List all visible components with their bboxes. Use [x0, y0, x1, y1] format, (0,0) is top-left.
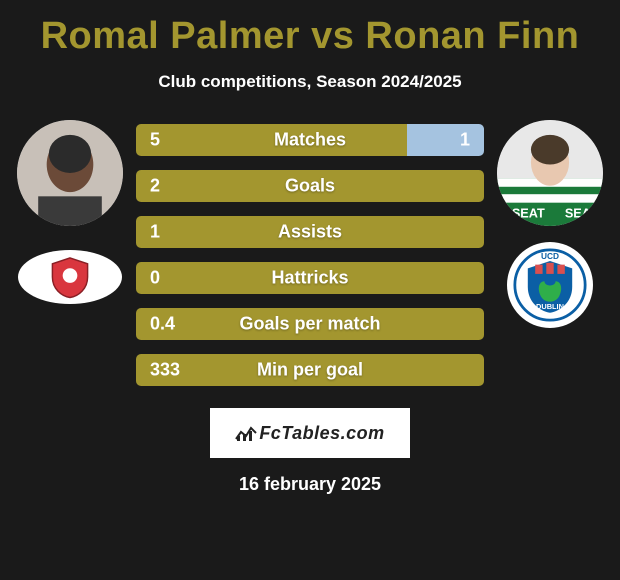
stat-value-right: 1	[460, 130, 470, 151]
stat-value-left: 0.4	[150, 314, 175, 335]
stat-row: 0.4 Goals per match	[136, 308, 484, 340]
svg-text:UCD: UCD	[541, 251, 559, 261]
stat-value-left: 5	[150, 130, 160, 151]
right-player-column: SEAT SEAT DUBLIN UCD	[490, 120, 610, 328]
stat-row: 5 1 Matches	[136, 124, 484, 156]
stat-value-left: 2	[150, 176, 160, 197]
branding-text: FcTables.com	[259, 423, 384, 444]
stat-value-left: 333	[150, 360, 180, 381]
shield-icon	[48, 255, 92, 299]
stats-column: 5 1 Matches 2 Goals 1 Assists 0 Hattricks 0.4 Goal…	[130, 124, 490, 400]
left-club-logo	[18, 250, 122, 304]
stat-bar-right	[407, 124, 484, 156]
stat-value-left: 0	[150, 268, 160, 289]
shield-icon: DUBLIN UCD	[513, 248, 587, 322]
stat-bar-left	[136, 124, 407, 156]
stat-label: Min per goal	[257, 360, 363, 381]
left-player-column	[10, 120, 130, 304]
stat-label: Assists	[278, 222, 342, 243]
main-content: 5 1 Matches 2 Goals 1 Assists 0 Hattricks 0.4 Goal…	[10, 120, 610, 400]
chart-icon	[235, 424, 257, 442]
stat-row: 1 Assists	[136, 216, 484, 248]
stat-row: 2 Goals	[136, 170, 484, 202]
svg-text:SEAT: SEAT	[565, 206, 598, 221]
person-icon: SEAT SEAT	[497, 120, 603, 226]
svg-text:DUBLIN: DUBLIN	[536, 302, 564, 311]
stat-label: Goals	[285, 176, 335, 197]
right-player-avatar: SEAT SEAT	[497, 120, 603, 226]
stat-label: Goals per match	[239, 314, 380, 335]
stat-row: 333 Min per goal	[136, 354, 484, 386]
svg-text:SEAT: SEAT	[512, 206, 545, 221]
stat-label: Hattricks	[271, 268, 348, 289]
branding-badge: FcTables.com	[210, 408, 410, 458]
card-container: Romal Palmer vs Ronan Finn Club competit…	[0, 0, 620, 495]
page-title: Romal Palmer vs Ronan Finn	[10, 15, 610, 58]
left-player-avatar	[17, 120, 123, 226]
right-club-logo: DUBLIN UCD	[507, 242, 593, 328]
stat-value-left: 1	[150, 222, 160, 243]
stat-label: Matches	[274, 130, 346, 151]
date-text: 16 february 2025	[10, 474, 610, 495]
subtitle: Club competitions, Season 2024/2025	[10, 72, 610, 92]
stat-row: 0 Hattricks	[136, 262, 484, 294]
person-icon	[17, 120, 123, 226]
